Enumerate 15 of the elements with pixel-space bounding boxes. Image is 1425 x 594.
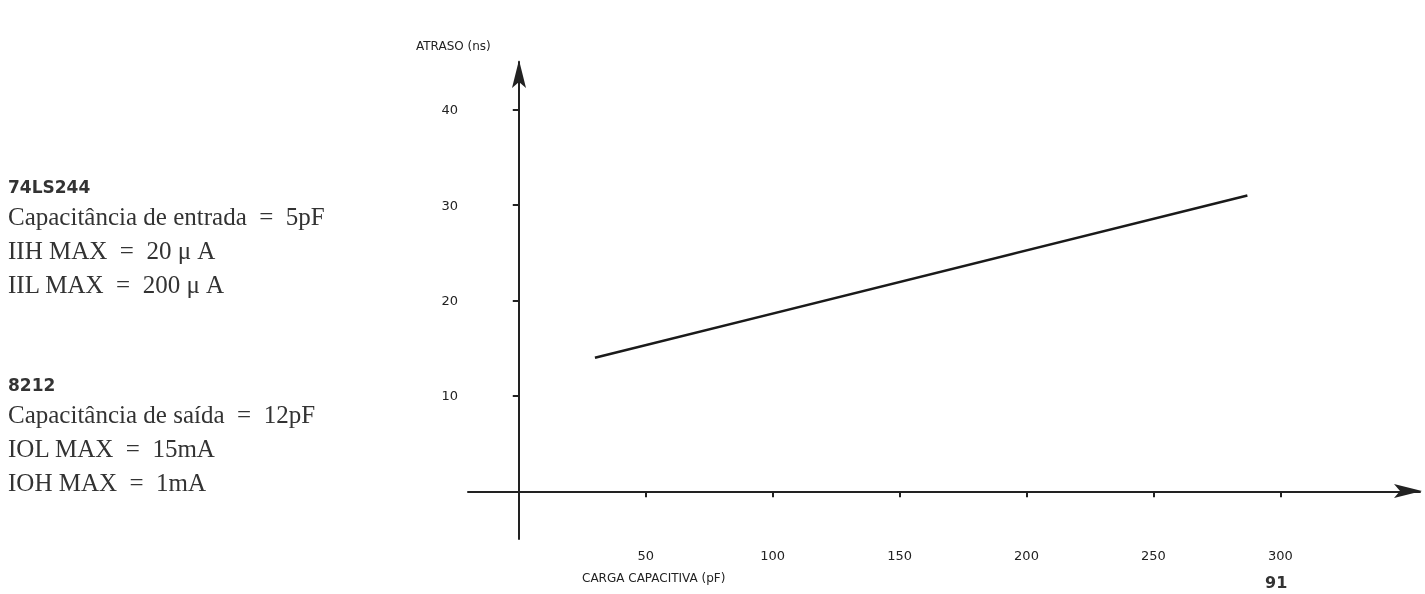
y-tick-label: 20 (441, 293, 458, 308)
text: 8212 Capacitância de saída = 12pF IOL MAX = 15mA IOH MAX = 1mA (8, 374, 316, 496)
y-tick-label: 30 (441, 197, 458, 213)
x-tick-label: 150 (887, 548, 912, 563)
y-tick-label: 40 (441, 102, 458, 118)
x-tick-label: 100 (760, 548, 786, 563)
x-tick-label: 300 (1267, 548, 1293, 563)
x-tick-label: 200 (1014, 548, 1039, 563)
x-axis-title: CARGA CAPACITIVA (pF) (582, 571, 726, 585)
y-axis-title: ATRASO (ns) (416, 39, 491, 53)
y-tick-label: 10 (441, 388, 458, 404)
text: 74LS244 Capacitância de entrada = 5pF IIH MAX = 20 μ A IIL MAX = 200 μ A (8, 176, 325, 298)
x-tick-label: 250 (1141, 548, 1166, 563)
x-tick-label: 50 (637, 548, 654, 563)
text: 91 (1265, 572, 1288, 592)
